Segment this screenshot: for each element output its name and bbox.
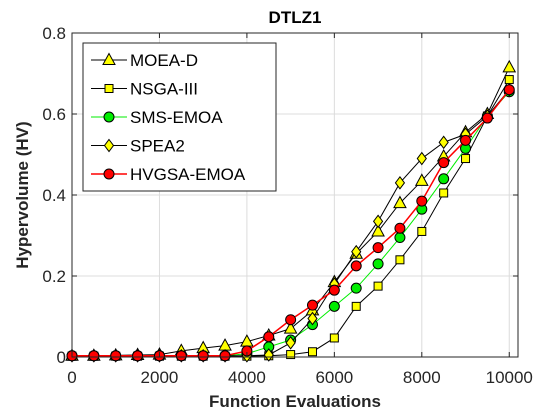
data-point [461, 154, 471, 164]
data-point [307, 347, 317, 357]
x-tick-label: 0 [67, 368, 76, 387]
data-point [350, 260, 362, 272]
series-hvgsa-emoa [66, 84, 515, 362]
data-point [372, 258, 384, 270]
data-point [263, 331, 275, 343]
y-tick-label: 0.8 [42, 24, 66, 43]
y-tick-label: 0.6 [42, 105, 66, 124]
data-point [110, 350, 122, 362]
data-point [372, 242, 384, 254]
legend-entry: SMS-EMOA [91, 108, 223, 127]
data-point [88, 350, 100, 362]
legend-entry: HVGSA-EMOA [91, 165, 246, 184]
legend-marker [103, 138, 115, 153]
data-point [132, 350, 144, 362]
data-point [350, 282, 362, 294]
legend-label: MOEA-D [130, 51, 198, 70]
data-point [328, 300, 340, 312]
data-point [439, 188, 449, 198]
data-point [263, 348, 274, 362]
data-point [416, 195, 428, 207]
x-tick-label: 2000 [141, 368, 179, 387]
legend-marker [103, 168, 115, 180]
x-tick-label: 8000 [403, 368, 441, 387]
data-point [503, 84, 515, 96]
y-tick-label: 0.4 [42, 186, 66, 205]
data-point [438, 135, 449, 150]
data-point [414, 173, 429, 186]
data-point [438, 157, 450, 169]
legend-entry: SPEA2 [91, 137, 185, 156]
data-point [373, 281, 383, 291]
x-tick-label: 6000 [315, 368, 353, 387]
data-point [438, 173, 450, 185]
legend-entry: MOEA-D [91, 51, 198, 70]
data-point [175, 350, 187, 362]
legend-label: SMS-EMOA [130, 108, 223, 127]
legend-label: NSGA-III [130, 80, 198, 99]
data-point [283, 321, 298, 334]
legend-marker [103, 111, 115, 123]
x-axis-title: Function Evaluations [209, 392, 381, 411]
data-point [306, 299, 318, 311]
data-point [481, 112, 493, 124]
data-point [460, 134, 472, 146]
data-point [351, 301, 361, 311]
data-point [394, 176, 406, 190]
axes: 0 2000 4000 6000 8000 10000 0 0.2 0.4 0.6 0.8 [42, 24, 533, 387]
y-axis-title: Hypervolume (HV) [13, 121, 32, 268]
y-tick-label: 0 [57, 348, 66, 367]
data-point [416, 151, 427, 166]
legend-marker [102, 52, 116, 65]
data-point [395, 255, 405, 265]
data-point [502, 59, 517, 73]
data-point [329, 333, 339, 343]
data-point [285, 314, 297, 326]
y-tick-label: 0.2 [42, 267, 66, 286]
data-point [197, 350, 209, 362]
legend-label: SPEA2 [130, 137, 185, 156]
data-point [351, 244, 362, 259]
data-point [328, 284, 340, 296]
data-point [393, 195, 407, 209]
data-point [219, 350, 231, 362]
data-point [417, 226, 427, 236]
data-point [504, 75, 514, 85]
legend: MOEA-D NSGA-III SMS-EMOA SPEA2 HVGSA-EMOA [82, 42, 277, 192]
x-tick-label: 10000 [486, 368, 533, 387]
data-point [307, 311, 318, 326]
legend-marker [104, 84, 114, 93]
data-point [372, 214, 384, 229]
data-point [394, 222, 406, 234]
legend-entry: NSGA-III [91, 80, 198, 99]
chart-title: DTLZ1 [269, 8, 322, 27]
data-point [285, 335, 296, 350]
x-tick-label: 4000 [228, 368, 266, 387]
data-point [394, 232, 406, 244]
data-point [286, 350, 296, 360]
legend-label: HVGSA-EMOA [130, 165, 246, 184]
data-point [371, 223, 385, 237]
